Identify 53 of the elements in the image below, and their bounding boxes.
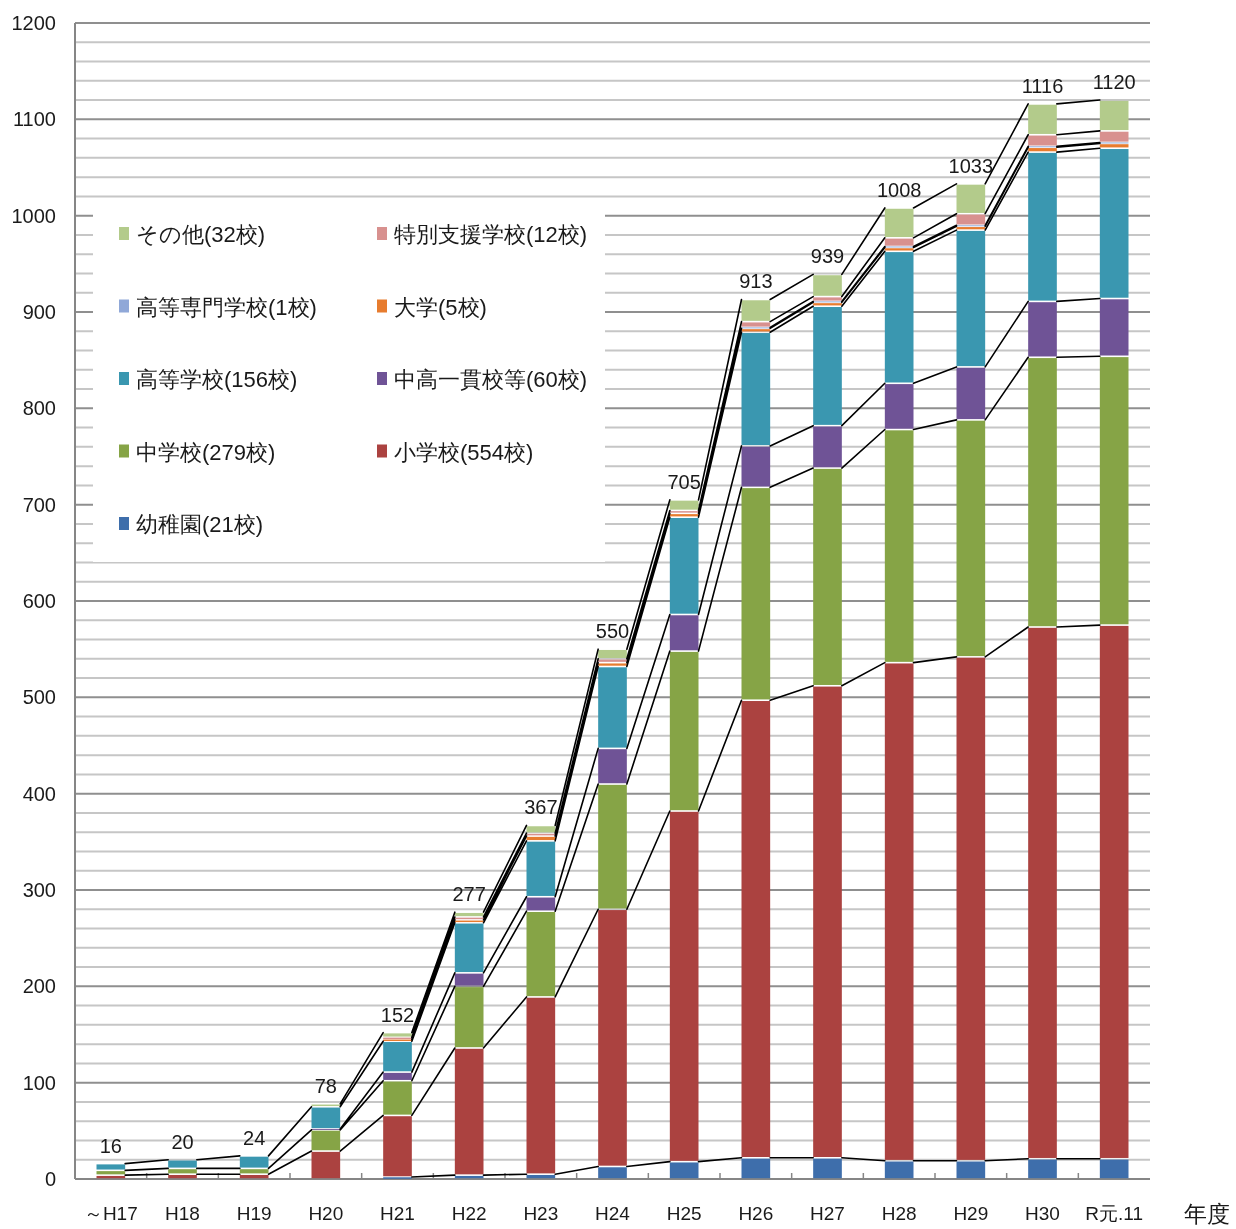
x-tick-label: H30 — [1025, 1203, 1060, 1224]
legend-label: 特別支援学校(12校) — [394, 222, 588, 247]
y-tick-label: 700 — [22, 493, 56, 516]
total-label: 277 — [452, 883, 486, 906]
x-tick-label: H21 — [380, 1203, 415, 1224]
legend-label: 中高一貫校等(60校) — [394, 367, 588, 392]
total-label: 1116 — [1021, 74, 1064, 97]
y-tick-label: 1000 — [11, 204, 56, 227]
total-label: 705 — [667, 470, 701, 493]
y-tick-label: 100 — [22, 1071, 56, 1094]
x-tick-label: H28 — [881, 1203, 917, 1224]
x-tick-label: H29 — [953, 1203, 989, 1224]
x-tick-label: H23 — [523, 1203, 559, 1224]
y-tick-label: 600 — [22, 590, 56, 612]
x-tick-label: R元.11 — [1085, 1203, 1144, 1224]
y-tick-label: 900 — [22, 301, 56, 323]
legend-label: その他(32校) — [136, 222, 266, 247]
total-label: 20 — [171, 1130, 194, 1153]
x-tick-label: H27 — [810, 1203, 845, 1224]
legend-label: 高等専門学校(1校) — [136, 294, 317, 320]
total-label: 1120 — [1092, 71, 1136, 94]
legend-label: 小学校(554校) — [394, 439, 534, 465]
x-tick-label: H22 — [451, 1203, 487, 1224]
legend-label: 幼稚園(21校) — [136, 512, 264, 537]
total-label: 550 — [595, 620, 630, 643]
legend-label: 高等学校(156校) — [136, 367, 298, 392]
total-label: 24 — [243, 1126, 266, 1149]
total-label: 152 — [380, 1003, 415, 1026]
total-label: 939 — [810, 245, 845, 268]
x-tick-label: H25 — [666, 1203, 702, 1224]
x-axis-title: 年度 — [1184, 1201, 1230, 1227]
x-tick-label: H18 — [165, 1203, 200, 1224]
total-label: 16 — [99, 1134, 122, 1157]
y-tick-label: 1100 — [13, 108, 56, 131]
x-tick-label: H19 — [236, 1203, 272, 1224]
y-tick-label: 200 — [22, 975, 56, 998]
y-tick-label: 0 — [44, 1168, 56, 1190]
y-tick-label: 300 — [22, 879, 56, 901]
y-tick-label: 1200 — [11, 12, 56, 34]
legend-label: 大学(5校) — [394, 294, 487, 320]
y-tick-label: 400 — [22, 782, 56, 805]
x-tick-label: H20 — [308, 1203, 344, 1224]
y-tick-label: 500 — [22, 686, 56, 709]
x-tick-label: ～H17 — [83, 1203, 138, 1224]
y-tick-label: 800 — [22, 397, 56, 420]
total-label: 78 — [314, 1074, 337, 1097]
x-tick-label: H26 — [738, 1203, 774, 1224]
total-label: 913 — [739, 270, 773, 293]
total-label: 1008 — [876, 178, 922, 201]
total-label: 367 — [524, 796, 558, 819]
x-tick-label: H24 — [595, 1203, 630, 1224]
total-label: 1033 — [948, 154, 994, 177]
legend-label: 中学校(279校) — [136, 439, 276, 465]
